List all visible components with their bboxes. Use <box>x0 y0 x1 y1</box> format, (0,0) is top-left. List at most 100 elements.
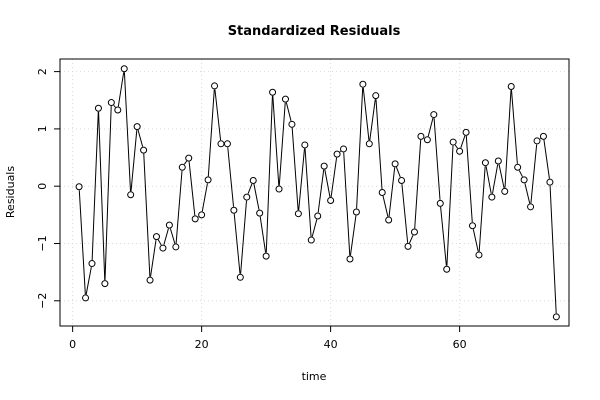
y-tick-label: −2 <box>36 293 49 309</box>
data-point <box>314 212 322 220</box>
data-point <box>281 95 289 103</box>
data-point <box>82 294 90 302</box>
series-line-segment <box>395 167 401 178</box>
data-point <box>223 140 231 148</box>
series-line-segment <box>504 90 512 188</box>
data-point <box>320 162 328 170</box>
series-line-segment <box>104 106 112 281</box>
series-line-segment <box>247 183 253 194</box>
data-point <box>185 154 193 162</box>
series-line-segment <box>485 166 492 194</box>
series-line-segment <box>362 87 370 141</box>
data-point <box>249 176 257 184</box>
data-point <box>256 209 264 217</box>
x-axis-label: time <box>302 370 327 383</box>
series-line-segment <box>150 240 157 277</box>
series-line-segment <box>227 147 235 207</box>
data-point <box>359 80 367 88</box>
data-point <box>114 106 122 114</box>
series-line-segment <box>113 104 116 108</box>
x-tick-label: 60 <box>453 338 467 351</box>
data-point <box>120 65 128 73</box>
series-line-segment <box>343 152 351 256</box>
series-line-segment <box>137 129 144 147</box>
series-line-segment <box>272 95 280 186</box>
data-point <box>398 176 406 184</box>
data-point <box>539 132 547 140</box>
data-point <box>417 132 425 140</box>
data-point <box>262 252 270 260</box>
data-point <box>436 199 444 207</box>
data-point <box>217 140 225 148</box>
data-point <box>127 191 135 199</box>
data-point <box>507 83 515 91</box>
series-line-segment <box>183 160 188 165</box>
series-line-segment <box>240 200 247 274</box>
data-point <box>75 183 83 191</box>
data-point <box>275 185 283 193</box>
y-axis-label: Residuals <box>4 166 17 218</box>
series-line-segment <box>446 145 454 266</box>
y-tick-label: 0 <box>36 183 49 190</box>
series-line-segment <box>169 228 176 244</box>
x-tick-label: 40 <box>324 338 338 351</box>
chart-title: Standardized Residuals <box>228 24 401 39</box>
data-point <box>294 210 302 218</box>
series-line-segment <box>382 195 389 217</box>
data-point <box>172 243 180 251</box>
data-point <box>378 189 386 196</box>
y-tick-label: −1 <box>36 235 49 251</box>
series-line-segment <box>427 117 434 137</box>
data-point <box>333 150 341 158</box>
series-line-segment <box>291 127 299 211</box>
data-point <box>469 222 477 230</box>
data-point <box>533 137 541 145</box>
series-line-segment <box>98 111 106 281</box>
series-line-segment <box>330 157 338 198</box>
series-line-segment <box>163 228 169 245</box>
series-line-segment <box>324 169 331 198</box>
data-point <box>462 128 470 136</box>
data-point <box>391 160 399 168</box>
series-line-segment <box>298 148 305 211</box>
series-line-segment <box>201 183 208 212</box>
data-point <box>107 99 115 107</box>
data-point <box>327 197 335 205</box>
data-point <box>552 313 560 321</box>
series-line-segment <box>530 144 538 204</box>
axes: 0 20 40 60 −2 −1 0 1 2 <box>36 68 467 351</box>
data-point <box>301 141 309 149</box>
data-point <box>198 211 206 219</box>
data-point <box>307 236 315 244</box>
data-point <box>494 157 502 165</box>
series-line-segment <box>253 183 260 210</box>
series-line-segment <box>285 102 292 121</box>
series-line-segment <box>524 183 531 204</box>
series-line-segment <box>130 130 138 192</box>
series-line-segment <box>339 150 342 153</box>
data-point <box>404 242 412 250</box>
series-line-segment <box>259 216 267 253</box>
series-line-segment <box>78 190 86 295</box>
series-line-segment <box>349 215 357 256</box>
series-residuals <box>75 65 560 321</box>
data-point <box>88 260 96 268</box>
data-point <box>488 193 496 201</box>
data-point <box>133 123 141 131</box>
series-line-segment <box>440 206 447 266</box>
series-line-segment <box>265 95 273 253</box>
series-line-segment <box>175 170 183 244</box>
series-line-segment <box>472 229 479 252</box>
series-line-segment <box>278 102 286 186</box>
series-line-segment <box>433 118 441 200</box>
series-line-segment <box>478 166 486 252</box>
data-point <box>140 146 148 154</box>
data-point <box>527 203 535 211</box>
series-line-segment <box>157 239 162 246</box>
data-point <box>443 265 451 273</box>
series-line-segment <box>409 235 414 244</box>
data-point <box>288 120 296 128</box>
series-line-segment <box>388 167 396 217</box>
series-line-segment <box>510 90 518 164</box>
data-point <box>101 280 109 288</box>
